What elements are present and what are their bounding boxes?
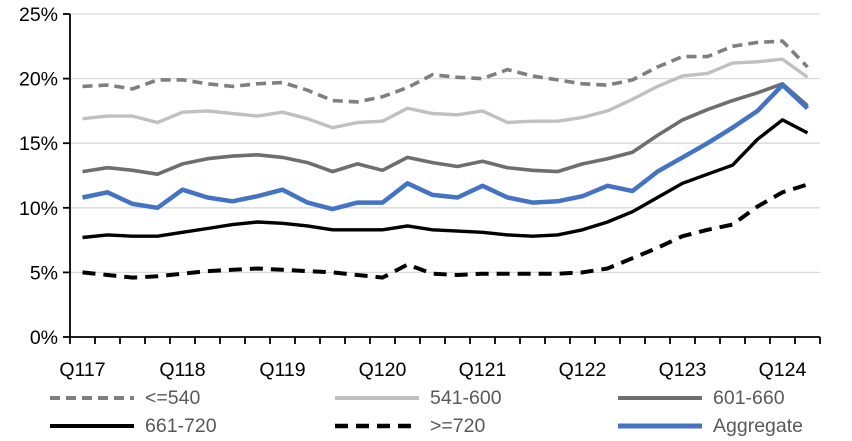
legend-label: <=540	[145, 387, 201, 409]
legend-swatch-gte720	[335, 423, 419, 429]
legend-swatch-601-660	[618, 395, 702, 401]
x-axis-tick-labels: Q117 Q118 Q119 Q120 Q121 Q122 Q123 Q124	[59, 359, 806, 381]
legend-swatch-541-600	[335, 396, 419, 400]
legend-label: 601-660	[713, 387, 785, 409]
x-tick-label: Q120	[359, 359, 407, 381]
x-tick-label: Q124	[759, 359, 807, 381]
legend-label: >=720	[430, 415, 486, 437]
series-line-661-720	[82, 118, 809, 240]
legend-swatch-lte540	[50, 395, 134, 401]
legend-item-661-720: 661-720	[48, 414, 217, 438]
series-line-541-600	[82, 57, 809, 130]
legend-item-aggregate: Aggregate	[616, 414, 803, 438]
y-tick-label: 15%	[19, 133, 58, 155]
x-tick-label: Q121	[459, 359, 507, 381]
legend-item-541-600: 541-600	[333, 386, 502, 410]
series-line-<=540	[82, 39, 809, 104]
x-tick-label: Q118	[159, 359, 205, 381]
y-tick-label: 25%	[19, 4, 58, 26]
y-tick-label: 5%	[30, 262, 58, 284]
legend-item-gte720: >=720	[333, 414, 485, 438]
y-axis-tick-labels: 0% 5% 10% 15% 20% 25%	[19, 4, 58, 349]
y-tick-label: 10%	[19, 198, 58, 220]
series-line-Aggregate	[82, 82, 810, 212]
y-tick-label: 0%	[30, 327, 58, 349]
axes	[63, 13, 821, 344]
legend-item-601-660: 601-660	[616, 386, 785, 410]
x-tick-label: Q119	[259, 359, 305, 381]
series-line-601-660	[82, 82, 809, 176]
x-tick-label: Q117	[59, 359, 105, 381]
legend-label: 661-720	[145, 415, 217, 437]
y-tick-label: 20%	[19, 69, 58, 91]
legend-swatch-aggregate	[618, 423, 702, 429]
legend-label: 541-600	[430, 387, 502, 409]
legend-label: Aggregate	[713, 415, 803, 437]
x-tick-label: Q123	[659, 359, 707, 381]
x-tick-label: Q122	[559, 359, 607, 381]
series-line->=720	[82, 182, 809, 280]
legend-item-lte540: <=540	[48, 386, 200, 410]
series-lines	[82, 39, 810, 280]
legend-swatch-661-720	[50, 424, 134, 428]
